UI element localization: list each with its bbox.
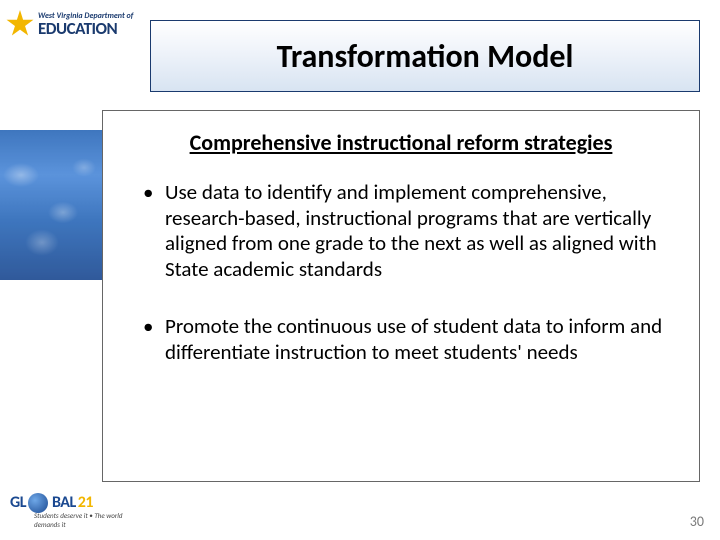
wv-education-logo: West Virginia Department of EDUCATION [6,6,161,42]
bullet-list: Use data to identify and implement compr… [131,180,671,366]
logo-text: West Virginia Department of EDUCATION [38,12,133,37]
slide-title: Transformation Model [277,37,574,76]
page-number: 30 [690,513,704,530]
content-box: Comprehensive instructional reform strat… [102,110,700,482]
list-item: Use data to identify and implement compr… [139,180,671,282]
globe-icon [28,493,48,513]
list-item: Promote the continuous use of student da… [139,314,671,365]
slide: West Virginia Department of EDUCATION Tr… [0,0,720,540]
world-map-decoration [0,130,105,280]
global-text-1: GL [10,493,26,512]
star-icon [6,10,34,38]
subtitle: Comprehensive instructional reform strat… [131,129,671,156]
logo-row: GL BAL 21 [10,493,140,513]
global21-logo: GL BAL 21 Students deserve it • The worl… [10,492,140,530]
logo-tagline: Students deserve it • The world demands … [34,511,140,529]
logo-line2: EDUCATION [38,20,133,37]
title-box: Transformation Model [150,20,700,92]
twentyone-text: 21 [78,493,93,512]
global-text-2: BAL [52,493,76,512]
